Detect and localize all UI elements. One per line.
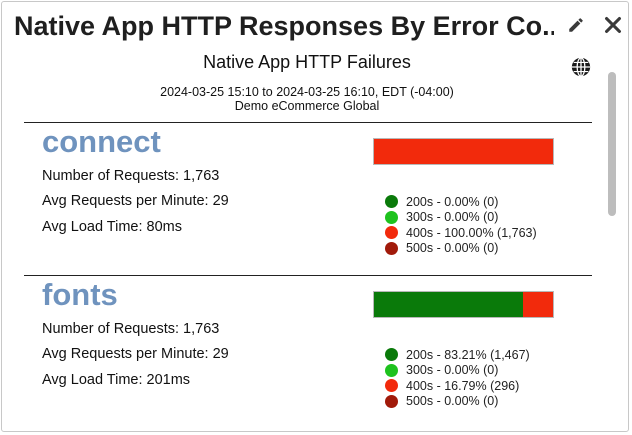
legend-dot-icon — [385, 195, 398, 209]
status-legend: 200s - 0.00% (0) 300s - 0.00% (0) 400s - 1… — [385, 194, 537, 256]
bar-segment-200s — [374, 292, 523, 317]
avg-requests-per-minute: Avg Requests per Minute: 29 — [42, 346, 229, 362]
legend-label: 500s - 0.00% (0) — [406, 394, 499, 409]
legend-item-200s: 200s - 0.00% (0) — [385, 194, 537, 210]
section-connect: connect Number of Requests: 1,763 Avg Re… — [2, 124, 608, 274]
legend-dot-icon — [385, 363, 398, 377]
scrollbar-thumb[interactable] — [608, 72, 616, 216]
legend-item-400s: 400s - 100.00% (1,763) — [385, 225, 537, 241]
legend-label: 300s - 0.00% (0) — [406, 210, 499, 225]
legend-item-500s: 500s - 0.00% (0) — [385, 394, 530, 410]
legend-item-400s: 400s - 16.79% (296) — [385, 378, 530, 394]
legend-label: 400s - 100.00% (1,763) — [406, 225, 537, 240]
date-range-text: 2024-03-25 15:10 to 2024-03-25 16:10, ED… — [160, 85, 454, 99]
section-title: connect — [42, 124, 161, 159]
legend-dot-icon — [385, 241, 398, 255]
legend-dot-icon — [385, 379, 398, 393]
account-name: Demo eCommerce Global — [234, 99, 380, 113]
section-title: fonts — [42, 277, 118, 312]
bar-segment-400s — [522, 292, 553, 317]
legend-item-300s: 300s - 0.00% (0) — [385, 210, 537, 226]
legend-label: 200s - 83.21% (1,467) — [406, 347, 530, 362]
number-of-requests: Number of Requests: 1,763 — [42, 321, 220, 337]
number-of-requests: Number of Requests: 1,763 — [42, 168, 220, 184]
panel-title: Native App HTTP Failures — [203, 52, 411, 72]
legend-label: 300s - 0.00% (0) — [406, 363, 499, 378]
legend-label: 500s - 0.00% (0) — [406, 241, 499, 256]
globe-icon[interactable] — [570, 56, 592, 78]
bar-segment-400s — [374, 139, 553, 164]
section-fonts: fonts Number of Requests: 1,763 Avg Requ… — [2, 277, 608, 427]
status-distribution-bar — [373, 138, 554, 165]
legend-label: 200s - 0.00% (0) — [406, 194, 499, 209]
legend-dot-icon — [385, 394, 398, 408]
legend-item-300s: 300s - 0.00% (0) — [385, 363, 530, 379]
avg-load-time: Avg Load Time: 201ms — [42, 372, 191, 388]
legend-item-500s: 500s - 0.00% (0) — [385, 241, 537, 257]
divider — [24, 122, 592, 123]
avg-requests-per-minute: Avg Requests per Minute: 29 — [42, 193, 229, 209]
divider — [24, 275, 592, 276]
status-distribution-bar — [373, 291, 554, 318]
legend-item-200s: 200s - 83.21% (1,467) — [385, 347, 530, 363]
legend-dot-icon — [385, 348, 398, 362]
status-legend: 200s - 83.21% (1,467) 300s - 0.00% (0) 400… — [385, 347, 530, 409]
legend-dot-icon — [385, 226, 398, 240]
widget-title: Native App HTTP Responses By Error Co... — [14, 11, 554, 41]
legend-label: 400s - 16.79% (296) — [406, 378, 520, 393]
legend-dot-icon — [385, 210, 398, 224]
close-icon[interactable] — [602, 14, 624, 36]
pencil-icon[interactable] — [567, 16, 585, 34]
avg-load-time: Avg Load Time: 80ms — [42, 219, 182, 235]
date-range: 2024-03-25 15:10 to 2024-03-25 16:10, ED… — [2, 85, 612, 113]
